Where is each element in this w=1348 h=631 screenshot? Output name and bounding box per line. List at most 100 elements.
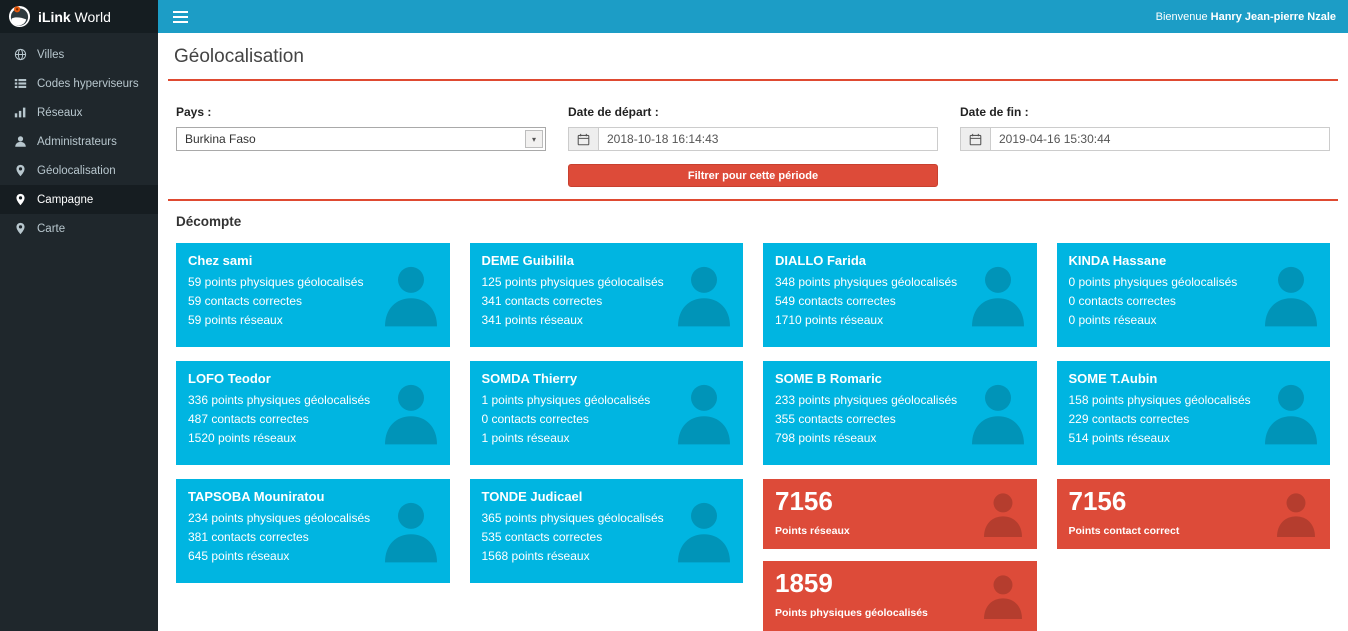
agent-stat: 798 points réseaux — [775, 431, 877, 445]
map-pin-icon — [16, 164, 25, 177]
list-icon — [14, 79, 27, 88]
app-logo-icon — [8, 5, 31, 28]
person-icon — [678, 384, 730, 445]
agent-stat: 1568 points réseaux — [481, 549, 590, 563]
person-icon — [384, 502, 437, 563]
totals-stack: 7156 Points réseaux 1859 Points physique… — [763, 479, 1037, 631]
cards-grid: Chez sami 59 points physiques géolocalis… — [176, 243, 1330, 631]
date-end-input[interactable] — [991, 128, 1329, 150]
globe-icon — [14, 48, 27, 61]
agent-name: SOMDA Thierry — [481, 371, 578, 386]
agent-stat: 355 contacts correctes — [775, 412, 896, 426]
agent-stat: 549 contacts correctes — [775, 294, 896, 308]
agent-card: LOFO Teodor 336 points physiques géoloca… — [176, 361, 450, 465]
sidebar-item-label: Campagne — [37, 193, 94, 206]
calendar-icon — [569, 128, 599, 150]
sidebar-item-reseaux[interactable]: Réseaux — [0, 98, 158, 127]
agent-name: Chez sami — [188, 253, 253, 268]
page-title: Géolocalisation — [174, 46, 304, 67]
agent-stat: 158 points physiques géolocalisés — [1068, 393, 1251, 407]
country-select[interactable]: Burkina Faso ▾ — [176, 127, 546, 151]
person-icon — [983, 575, 1022, 619]
sidebar-toggle-button[interactable] — [170, 7, 196, 27]
agent-name: KINDA Hassane — [1068, 253, 1167, 268]
welcome-user-name: Hanry Jean-pierre Nzale — [1210, 10, 1336, 23]
map-pin-icon — [16, 222, 25, 235]
sidebar-item-label: Carte — [37, 222, 66, 235]
chevron-down-icon: ▾ — [525, 130, 543, 148]
agent-name: SOME T.Aubin — [1068, 371, 1158, 386]
counts-section: Décompte Chez sami 59 points physiques g… — [158, 201, 1348, 631]
sidebar-item-codes-hyperviseurs[interactable]: Codes hyperviseurs — [0, 69, 158, 98]
agent-name: TAPSOBA Mouniratou — [188, 489, 325, 504]
agent-card: Chez sami 59 points physiques géolocalis… — [176, 243, 450, 347]
person-icon — [971, 384, 1024, 445]
brand-text: iLink World — [38, 9, 111, 25]
welcome-text: Bienvenue Hanry Jean-pierre Nzale — [1156, 11, 1336, 23]
agent-stat: 341 points réseaux — [481, 313, 583, 327]
map-pin-icon — [16, 193, 25, 206]
brand-bold: iLink — [38, 8, 71, 25]
total-value: 7156 — [775, 486, 833, 516]
sidebar-item-label: Réseaux — [37, 106, 83, 119]
person-icon — [1277, 493, 1315, 537]
agent-name: DEME Guibilila — [481, 253, 574, 268]
agent-stat: 1 points réseaux — [481, 431, 570, 445]
sidebar-item-label: Administrateurs — [37, 135, 117, 148]
sidebar-item-administrateurs[interactable]: Administrateurs — [0, 127, 158, 156]
red-divider — [168, 199, 1338, 201]
total-card-points-reseaux: 7156 Points réseaux — [763, 479, 1037, 549]
total-label: Points physiques géolocalisés — [775, 606, 928, 619]
agent-stat: 59 points physiques géolocalisés — [188, 275, 364, 289]
sidebar: Villes Codes hyperviseurs Réseaux Admini… — [0, 33, 158, 631]
agent-name: DIALLO Farida — [775, 253, 867, 268]
agent-stat: 59 contacts correctes — [188, 294, 303, 308]
sidebar-item-villes[interactable]: Villes — [0, 40, 158, 69]
agent-stat: 233 points physiques géolocalisés — [775, 393, 958, 407]
sidebar-item-carte[interactable]: Carte — [0, 214, 158, 243]
country-select-value: Burkina Faso — [185, 132, 256, 146]
agent-card: DIALLO Farida 348 points physiques géolo… — [763, 243, 1037, 347]
agent-stat: 59 points réseaux — [188, 313, 283, 327]
agent-card: SOMDA Thierry 1 points physiques géoloca… — [469, 361, 743, 465]
date-start-input[interactable] — [599, 128, 937, 150]
date-end-group — [960, 127, 1330, 151]
agent-stat: 535 contacts correctes — [481, 530, 603, 544]
top-nav: Bienvenue Hanry Jean-pierre Nzale — [158, 0, 1348, 33]
agent-stat: 229 contacts correctes — [1068, 412, 1190, 426]
total-label: Points contact correct — [1068, 524, 1180, 537]
person-icon — [1265, 266, 1317, 327]
agent-stat: 0 contacts correctes — [481, 412, 589, 426]
sidebar-item-label: Villes — [37, 48, 65, 61]
counts-title: Décompte — [176, 214, 242, 229]
agent-card: TAPSOBA Mouniratou 234 points physiques … — [176, 479, 450, 583]
agent-stat: 234 points physiques géolocalisés — [188, 511, 371, 525]
agent-stat: 336 points physiques géolocalisés — [188, 393, 371, 407]
person-icon — [1265, 384, 1317, 445]
agent-card: SOME T.Aubin 158 points physiques géoloc… — [1056, 361, 1330, 465]
sidebar-item-label: Codes hyperviseurs — [37, 77, 139, 90]
main-content: Géolocalisation Pays : Burkina Faso ▾ Da… — [158, 33, 1348, 631]
sidebar-item-campagne[interactable]: Campagne — [0, 185, 158, 214]
sidebar-item-geolocalisation[interactable]: Géolocalisation — [0, 156, 158, 185]
filter-button[interactable]: Filtrer pour cette période — [568, 164, 938, 187]
total-card-points-contact: 7156 Points contact correct — [1056, 479, 1330, 549]
person-icon — [384, 384, 437, 445]
agent-stat: 381 contacts correctes — [188, 530, 309, 544]
total-value: 7156 — [1068, 486, 1127, 516]
brand-rest: World — [70, 8, 111, 25]
agent-name: LOFO Teodor — [188, 371, 271, 386]
agent-stat: 1710 points réseaux — [775, 313, 884, 327]
person-icon — [971, 266, 1024, 327]
date-end-label: Date de fin : — [960, 105, 1029, 119]
total-card-points-physiques: 1859 Points physiques géolocalisés — [763, 561, 1037, 631]
person-icon — [678, 502, 730, 563]
agent-card: DEME Guibilila 125 points physiques géol… — [469, 243, 743, 347]
person-icon — [983, 493, 1022, 537]
agent-stat: 1520 points réseaux — [188, 431, 297, 445]
bar-chart-icon — [14, 107, 26, 118]
agent-stat: 1 points physiques géolocalisés — [481, 393, 651, 407]
person-icon — [384, 266, 437, 327]
agent-stat: 487 contacts correctes — [188, 412, 309, 426]
user-icon — [15, 136, 26, 147]
